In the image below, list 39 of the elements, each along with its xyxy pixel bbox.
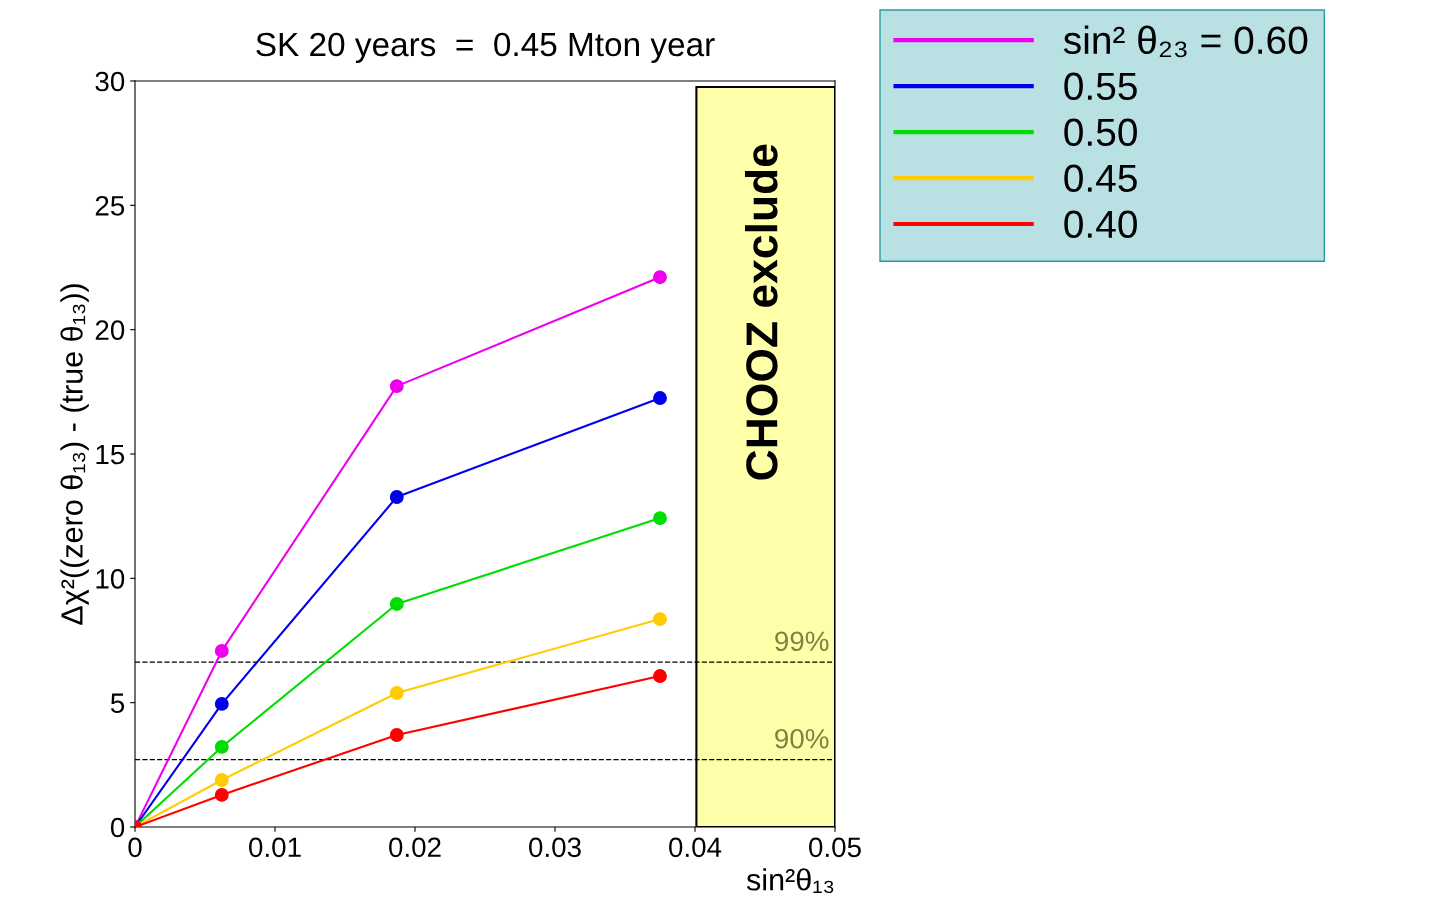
y-tick-label: 20 xyxy=(95,320,125,341)
legend-label: 0.50 xyxy=(1064,118,1137,147)
x-tick-label: 0.05 xyxy=(809,837,861,858)
point xyxy=(653,669,667,684)
y-tick-label: 0 xyxy=(110,817,125,838)
point xyxy=(653,270,667,285)
point xyxy=(389,490,404,504)
point xyxy=(653,612,667,627)
x-axis-title: sin²θ₁₃ xyxy=(746,868,834,894)
y-tick-label: 5 xyxy=(110,693,125,714)
annotation: 99% xyxy=(775,631,829,652)
point xyxy=(653,391,667,405)
point xyxy=(214,787,229,802)
point xyxy=(389,686,404,700)
chart-title: SK 20 years = 0.45 Mton year xyxy=(256,32,715,63)
y-tick-label: 15 xyxy=(96,444,125,465)
point xyxy=(214,773,229,787)
legend-label: 0.55 xyxy=(1064,72,1137,101)
point xyxy=(389,597,404,611)
x-tick-label: 0 xyxy=(128,837,142,858)
band-label: CHOOZ exclude xyxy=(744,144,778,480)
point xyxy=(214,696,229,711)
legend-label: 0.40 xyxy=(1064,210,1137,239)
x-tick-label: 0.03 xyxy=(529,837,581,858)
y-tick-label: 10 xyxy=(96,569,125,589)
y-tick-label: 30 xyxy=(95,71,125,92)
x-tick-label: 0.01 xyxy=(249,837,301,858)
point xyxy=(389,728,404,742)
legend-label: 0.45 xyxy=(1064,164,1137,193)
point xyxy=(653,511,667,526)
point xyxy=(214,739,229,754)
annotation: 90% xyxy=(775,728,829,749)
x-tick-label: 0.04 xyxy=(669,837,722,858)
point xyxy=(389,379,404,394)
y-axis-title: Δχ²((zero θ₁₃) - (true θ₁₃)) xyxy=(60,284,89,625)
point xyxy=(214,643,229,658)
x-tick-label: 0.02 xyxy=(389,837,441,858)
legend-label: sin² θ₂₃ = 0.60 xyxy=(1063,25,1308,58)
y-tick-label: 25 xyxy=(95,196,125,216)
